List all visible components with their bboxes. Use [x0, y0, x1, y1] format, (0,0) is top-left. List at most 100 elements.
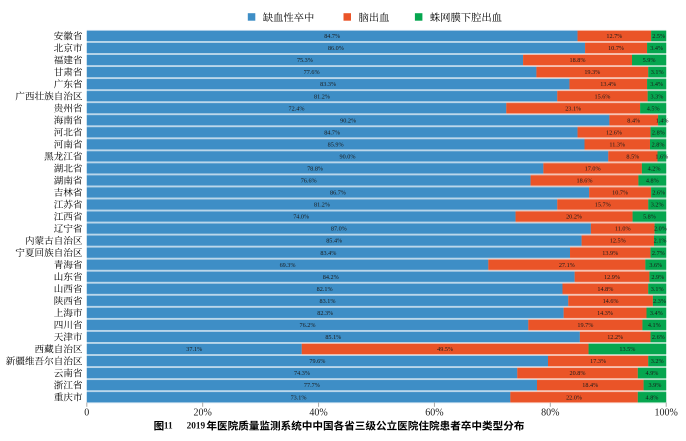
svg-text:82.1%: 82.1% — [317, 286, 333, 293]
svg-text:2.6%: 2.6% — [652, 190, 665, 197]
svg-text:86.0%: 86.0% — [328, 45, 344, 52]
svg-text:84.7%: 84.7% — [324, 33, 340, 40]
svg-text:79.6%: 79.6% — [309, 358, 325, 365]
svg-text:2.0%: 2.0% — [654, 226, 667, 233]
svg-text:4.8%: 4.8% — [646, 394, 659, 401]
svg-text:100%: 100% — [655, 407, 678, 418]
svg-text:15.7%: 15.7% — [595, 202, 611, 209]
svg-text:27.1%: 27.1% — [559, 262, 575, 269]
svg-text:4.5%: 4.5% — [647, 105, 660, 112]
svg-text:77.7%: 77.7% — [304, 382, 320, 389]
svg-text:3.4%: 3.4% — [650, 310, 663, 317]
svg-text:81.2%: 81.2% — [314, 202, 330, 209]
svg-text:72.4%: 72.4% — [289, 105, 305, 112]
svg-text:15.6%: 15.6% — [594, 93, 610, 100]
svg-text:11: 11 — [164, 422, 173, 432]
svg-text:10.7%: 10.7% — [608, 45, 624, 52]
svg-text:85.9%: 85.9% — [328, 141, 344, 148]
svg-text:84.7%: 84.7% — [324, 129, 340, 136]
svg-text:90.2%: 90.2% — [340, 117, 356, 124]
svg-text:1.6%: 1.6% — [655, 153, 668, 160]
svg-text:3.2%: 3.2% — [651, 202, 664, 209]
svg-text:84.2%: 84.2% — [323, 274, 339, 281]
svg-text:14.3%: 14.3% — [597, 310, 613, 317]
svg-text:17.3%: 17.3% — [590, 358, 606, 365]
svg-text:14.8%: 14.8% — [597, 286, 613, 293]
svg-text:82.3%: 82.3% — [317, 310, 333, 317]
svg-text:83.3%: 83.3% — [320, 81, 336, 88]
svg-text:4.8%: 4.8% — [646, 178, 659, 185]
svg-text:12.7%: 12.7% — [606, 33, 622, 40]
svg-text:14.6%: 14.6% — [603, 298, 619, 305]
svg-text:19.3%: 19.3% — [584, 69, 600, 76]
svg-text:12.2%: 12.2% — [607, 334, 623, 341]
svg-text:5.8%: 5.8% — [643, 214, 656, 221]
svg-text:81.2%: 81.2% — [314, 93, 330, 100]
svg-text:80%: 80% — [541, 407, 559, 418]
svg-text:3.6%: 3.6% — [649, 262, 662, 269]
svg-text:13.4%: 13.4% — [600, 81, 616, 88]
svg-text:20.8%: 20.8% — [570, 370, 586, 377]
svg-text:20%: 20% — [194, 407, 212, 418]
svg-text:1.4%: 1.4% — [656, 117, 669, 124]
svg-text:76.6%: 76.6% — [301, 178, 317, 185]
svg-text:3.4%: 3.4% — [650, 81, 663, 88]
svg-text:20.2%: 20.2% — [566, 214, 582, 221]
svg-text:76.2%: 76.2% — [300, 322, 316, 329]
svg-text:90.0%: 90.0% — [340, 153, 356, 160]
svg-text:86.7%: 86.7% — [330, 190, 346, 197]
svg-text:69.3%: 69.3% — [280, 262, 296, 269]
svg-text:22.0%: 22.0% — [566, 394, 582, 401]
svg-text:2.1%: 2.1% — [654, 238, 667, 245]
svg-text:8.5%: 8.5% — [626, 153, 639, 160]
svg-text:75.3%: 75.3% — [297, 57, 313, 64]
svg-text:2.3%: 2.3% — [653, 298, 666, 305]
svg-text:85.4%: 85.4% — [326, 238, 342, 245]
svg-text:49.5%: 49.5% — [437, 346, 453, 353]
svg-text:0: 0 — [84, 407, 89, 418]
svg-text:8.4%: 8.4% — [627, 117, 640, 124]
svg-text:18.8%: 18.8% — [570, 57, 586, 64]
svg-text:2.8%: 2.8% — [652, 141, 665, 148]
svg-text:12.6%: 12.6% — [606, 129, 622, 136]
svg-text:12.9%: 12.9% — [604, 274, 620, 281]
svg-text:2.9%: 2.9% — [651, 274, 664, 281]
svg-text:73.1%: 73.1% — [291, 394, 307, 401]
svg-text:18.6%: 18.6% — [577, 178, 593, 185]
svg-text:12.5%: 12.5% — [610, 238, 626, 245]
svg-text:23.1%: 23.1% — [565, 105, 581, 112]
svg-text:37.1%: 37.1% — [186, 346, 202, 353]
svg-text:40%: 40% — [309, 407, 327, 418]
svg-text:2.5%: 2.5% — [652, 33, 665, 40]
svg-text:4.9%: 4.9% — [646, 370, 659, 377]
svg-text:17.0%: 17.0% — [585, 165, 601, 172]
svg-text:74.0%: 74.0% — [293, 214, 309, 221]
svg-text:3.1%: 3.1% — [651, 286, 664, 293]
svg-text:85.1%: 85.1% — [325, 334, 341, 341]
svg-text:5.9%: 5.9% — [643, 57, 656, 64]
svg-text:2019: 2019 — [187, 422, 206, 432]
svg-text:13.9%: 13.9% — [602, 250, 618, 257]
svg-text:13.5%: 13.5% — [619, 346, 635, 353]
svg-text:83.4%: 83.4% — [320, 250, 336, 257]
svg-text:78.8%: 78.8% — [307, 165, 323, 172]
svg-text:2.7%: 2.7% — [652, 250, 665, 257]
svg-text:2.8%: 2.8% — [652, 129, 665, 136]
svg-text:4.1%: 4.1% — [648, 322, 661, 329]
svg-text:10.7%: 10.7% — [612, 190, 628, 197]
svg-text:11.3%: 11.3% — [609, 141, 625, 148]
svg-text:2.6%: 2.6% — [652, 334, 665, 341]
svg-text:77.6%: 77.6% — [304, 69, 320, 76]
svg-text:60%: 60% — [425, 407, 443, 418]
svg-text:19.7%: 19.7% — [577, 322, 593, 329]
svg-text:3.3%: 3.3% — [650, 93, 663, 100]
svg-text:74.3%: 74.3% — [294, 370, 310, 377]
svg-text:87.0%: 87.0% — [331, 226, 347, 233]
svg-text:3.2%: 3.2% — [651, 358, 664, 365]
svg-text:11.0%: 11.0% — [615, 226, 631, 233]
svg-text:83.1%: 83.1% — [320, 298, 336, 305]
svg-text:4.2%: 4.2% — [648, 165, 661, 172]
svg-text:3.4%: 3.4% — [650, 45, 663, 52]
svg-text:18.4%: 18.4% — [582, 382, 598, 389]
svg-text:3.9%: 3.9% — [648, 382, 661, 389]
